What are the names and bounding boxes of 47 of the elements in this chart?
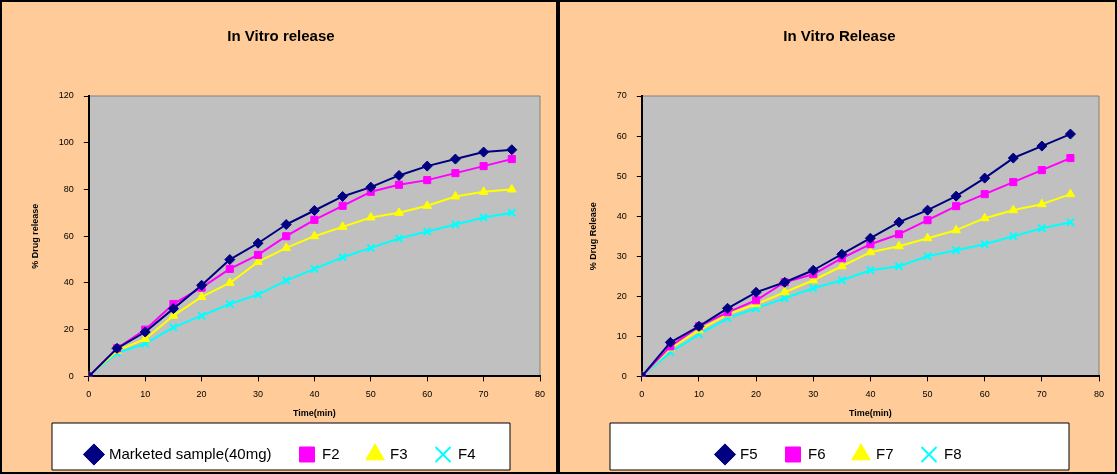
y-tick-label: 120 xyxy=(58,90,74,101)
legend-label: F2 xyxy=(322,444,340,462)
legend-label: F8 xyxy=(944,444,962,462)
y-tick-label: 70 xyxy=(616,90,627,101)
y-tick-label: 0 xyxy=(68,370,74,381)
x-tick-label: 80 xyxy=(534,389,546,400)
y-tick-label: 60 xyxy=(63,230,74,241)
x-tick-label: 60 xyxy=(979,389,990,400)
x-tick-label: 20 xyxy=(751,389,762,400)
legend-label: F5 xyxy=(739,444,758,462)
x-tick-label: 40 xyxy=(865,389,876,400)
y-axis-title: % Drug Release xyxy=(587,202,598,271)
legend-label: F4 xyxy=(458,444,476,462)
chart-title: In Vitro release xyxy=(227,27,335,45)
x-tick-label: 30 xyxy=(253,389,264,400)
x-tick-label: 50 xyxy=(365,389,376,400)
y-tick-label: 20 xyxy=(616,290,627,301)
y-tick-label: 20 xyxy=(63,324,74,335)
y-tick-label: 100 xyxy=(58,137,74,148)
x-tick-label: 60 xyxy=(422,389,433,400)
y-tick-label: 60 xyxy=(616,130,627,141)
x-tick-label: 80 xyxy=(1093,389,1105,400)
chart-title: In Vitro Release xyxy=(783,27,896,45)
x-tick-label: 20 xyxy=(196,389,207,400)
y-tick-label: 30 xyxy=(616,250,627,261)
y-tick-label: 0 xyxy=(621,370,627,381)
x-tick-label: 70 xyxy=(1036,389,1047,400)
x-tick-label: 0 xyxy=(639,389,645,400)
legend-label: F3 xyxy=(390,444,408,462)
x-axis-title: Time(min) xyxy=(292,408,336,419)
y-axis-title: % Drug release xyxy=(29,203,40,269)
x-tick-label: 10 xyxy=(140,389,151,400)
y-tick-label: 80 xyxy=(63,183,74,194)
y-tick-label: 40 xyxy=(63,277,74,288)
y-tick-label: 50 xyxy=(616,170,627,181)
x-tick-label: 0 xyxy=(86,389,92,400)
x-tick-label: 10 xyxy=(693,389,704,400)
x-tick-label: 40 xyxy=(309,389,320,400)
y-tick-label: 40 xyxy=(616,210,627,221)
x-axis-title: Time(min) xyxy=(848,408,892,419)
x-tick-label: 50 xyxy=(922,389,933,400)
x-tick-label: 70 xyxy=(478,389,489,400)
x-tick-label: 30 xyxy=(808,389,819,400)
legend-label: Marketed sample(40mg) xyxy=(108,444,272,462)
y-tick-label: 10 xyxy=(616,330,627,341)
legend-label: F6 xyxy=(808,444,826,462)
legend-label: F7 xyxy=(876,444,894,462)
